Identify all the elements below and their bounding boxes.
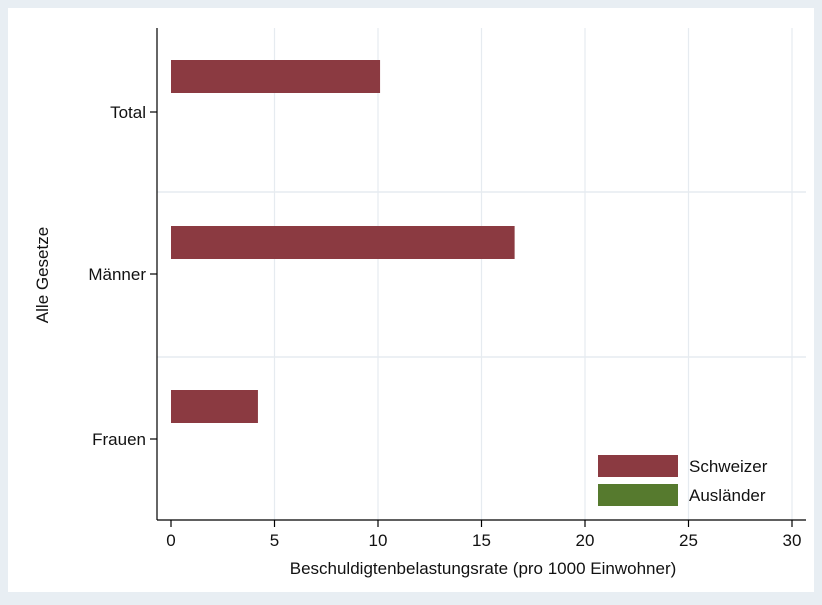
legend-swatch <box>598 455 678 477</box>
legend-label: Ausländer <box>689 486 766 505</box>
x-tick-label: 10 <box>369 531 388 550</box>
legend: Schweizer Ausländer <box>598 455 768 506</box>
x-axis-title: Beschuldigtenbelastungsrate (pro 1000 Ei… <box>290 559 677 578</box>
x-tick-label: 15 <box>472 531 491 550</box>
x-tick-label: 30 <box>783 531 802 550</box>
x-tick-label: 25 <box>679 531 698 550</box>
legend-label: Schweizer <box>689 457 768 476</box>
plot-area <box>8 8 814 592</box>
x-tick-label: 20 <box>576 531 595 550</box>
y-tick-label: Frauen <box>92 430 146 449</box>
y-tick-label: Männer <box>88 265 146 284</box>
bar-schweizer <box>171 390 258 423</box>
y-axis-title: Alle Gesetze <box>33 227 52 323</box>
bar-schweizer <box>171 60 381 93</box>
bar-schweizer <box>171 226 515 259</box>
x-tick-label: 0 <box>166 531 175 550</box>
x-tick-label: 5 <box>270 531 279 550</box>
y-tick-label: Total <box>110 103 146 122</box>
legend-swatch <box>598 484 678 506</box>
